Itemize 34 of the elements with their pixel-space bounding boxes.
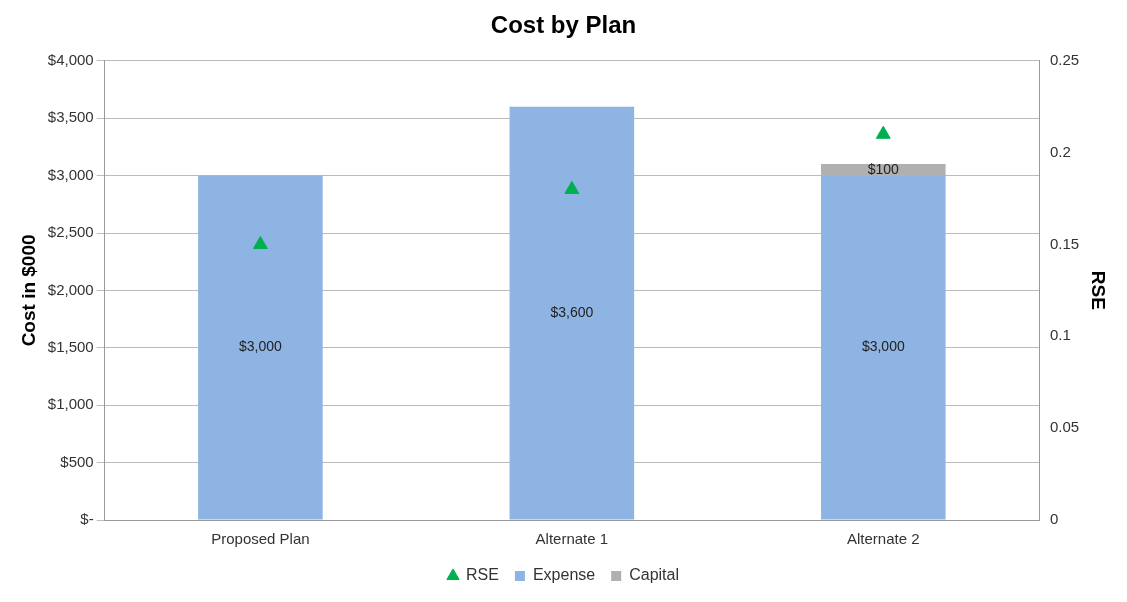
x-tick-label: Alternate 2 xyxy=(847,530,920,548)
y2-tick-label: 0.05 xyxy=(1050,418,1080,436)
data-label: $100 xyxy=(867,160,900,177)
bar xyxy=(509,106,635,520)
y-axis-title: Cost in $000 xyxy=(17,234,39,347)
point xyxy=(252,235,268,249)
y-tick-label: $3,000 xyxy=(47,165,94,183)
bar xyxy=(198,175,323,520)
data-label: $3,000 xyxy=(861,338,905,355)
y-tick-label: $2,500 xyxy=(47,223,94,241)
y-tick-label: $4,000 xyxy=(47,50,94,68)
y2-tick-label: 0.15 xyxy=(1050,234,1080,252)
y2-tick-label: 0.25 xyxy=(1050,50,1080,68)
y-tick-label: $- xyxy=(80,510,94,528)
y2-tick-label: 0.1 xyxy=(1050,326,1071,344)
chart-title: Cost by Plan xyxy=(490,11,637,39)
legend-label: Capital xyxy=(629,566,679,584)
y-tick-label: $1,000 xyxy=(47,395,94,413)
data-label: $3,600 xyxy=(550,303,594,320)
y2-tick-label: 0.2 xyxy=(1050,142,1071,160)
x-tick-label: Proposed Plan xyxy=(211,530,310,548)
y-tick-label: $2,000 xyxy=(47,280,94,298)
legend-label: Expense xyxy=(532,566,596,584)
y-tick-label: $3,500 xyxy=(47,108,94,126)
legend-label: RSE xyxy=(466,566,499,584)
y-tick-label: $500 xyxy=(60,452,94,470)
point xyxy=(564,180,580,194)
x-tick-label: Alternate 1 xyxy=(535,530,609,548)
y2-axis-title: RSE xyxy=(1088,270,1110,310)
y-tick-label: $1,500 xyxy=(47,337,94,355)
y2-tick-label: 0 xyxy=(1050,510,1059,528)
bar xyxy=(821,175,946,520)
point xyxy=(875,125,891,139)
data-label: $3,000 xyxy=(238,338,283,355)
